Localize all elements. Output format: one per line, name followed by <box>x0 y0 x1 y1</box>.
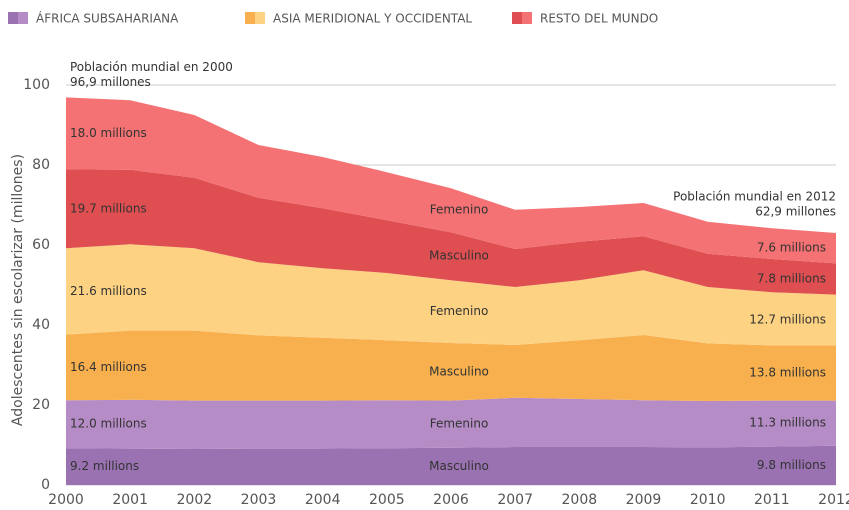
value-label: 9.2 millions <box>70 459 139 473</box>
x-tick-label: 2004 <box>305 492 341 508</box>
legend-label: ASIA MERIDIONAL Y OCCIDENTAL <box>273 12 472 26</box>
area <box>66 445 836 485</box>
x-tick-label: 2005 <box>369 492 405 508</box>
legend-swatch <box>255 12 265 24</box>
series-name-label: Masculino <box>429 459 489 473</box>
x-tick-label: 2003 <box>241 492 277 508</box>
legend-label: ÁFRICA SUBSAHARIANA <box>36 11 179 26</box>
x-tick-label: 2002 <box>177 492 213 508</box>
area <box>66 244 836 346</box>
value-label: 18.0 millions <box>70 126 147 140</box>
x-tick-label: 2000 <box>48 492 84 508</box>
legend-swatch <box>512 12 522 24</box>
annotation: 62,9 millones <box>755 205 836 219</box>
y-tick-label: 80 <box>32 157 50 173</box>
series-name-label: Femenino <box>430 417 489 431</box>
value-label: 12.7 millions <box>749 313 826 327</box>
value-label: 7.6 millions <box>757 241 826 255</box>
annotation: 96,9 millones <box>70 75 151 89</box>
y-tick-label: 100 <box>23 77 50 93</box>
series-name-label: Femenino <box>430 304 489 318</box>
legend-swatch <box>245 12 255 24</box>
area <box>66 397 836 449</box>
value-label: 16.4 millions <box>70 360 147 374</box>
value-label: 11.3 millions <box>749 416 826 430</box>
legend-swatch <box>522 12 532 24</box>
series-name-label: Masculino <box>429 364 489 378</box>
y-tick-label: 40 <box>32 317 50 333</box>
x-tick-label: 2010 <box>690 492 726 508</box>
series-name-label: Masculino <box>429 249 489 263</box>
value-label: 19.7 millions <box>70 201 147 215</box>
legend-swatch <box>8 12 18 24</box>
annotation: Población mundial en 2012 <box>673 190 836 204</box>
y-tick-label: 20 <box>32 397 50 413</box>
x-tick-label: 2011 <box>754 492 790 508</box>
y-axis-label: Adolescentes sin escolarizar (millones) <box>10 154 26 426</box>
annotation: Población mundial en 2000 <box>70 60 233 74</box>
area <box>66 169 836 295</box>
legend-swatch <box>18 12 28 24</box>
y-tick-label: 60 <box>32 237 50 253</box>
area <box>66 97 836 264</box>
x-tick-label: 2009 <box>626 492 662 508</box>
legend-label: RESTO DEL MUNDO <box>540 12 658 26</box>
x-tick-label: 2008 <box>562 492 598 508</box>
series-name-label: Femenino <box>430 203 489 217</box>
value-label: 13.8 millions <box>749 366 826 380</box>
value-label: 21.6 millions <box>70 284 147 298</box>
x-tick-label: 2006 <box>433 492 469 508</box>
area <box>66 330 836 401</box>
y-tick-label: 0 <box>41 477 50 493</box>
value-label: 7.8 millions <box>757 272 826 286</box>
x-tick-label: 2012 <box>818 492 849 508</box>
value-label: 12.0 millions <box>70 417 147 431</box>
value-label: 9.8 millions <box>757 458 826 472</box>
x-tick-label: 2001 <box>112 492 148 508</box>
x-tick-label: 2007 <box>497 492 533 508</box>
